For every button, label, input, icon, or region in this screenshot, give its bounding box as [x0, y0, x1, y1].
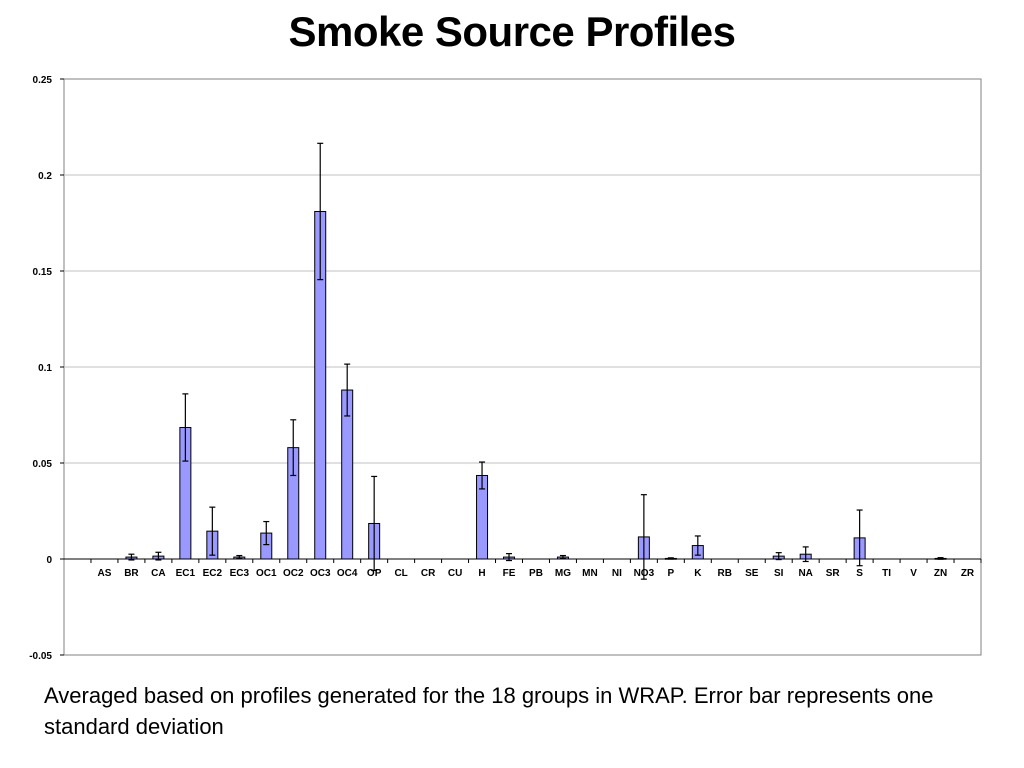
x-tick-label: CR	[421, 568, 436, 579]
x-tick-label: AS	[98, 568, 112, 579]
y-tick-label: 0.15	[33, 267, 53, 278]
x-tick-label: RB	[718, 568, 732, 579]
x-tick-label: ZN	[934, 568, 947, 579]
error-bar-ca	[155, 551, 162, 561]
x-tick-label: SE	[745, 568, 759, 579]
y-tick-label: 0.1	[38, 363, 52, 374]
error-bar-ec2	[209, 506, 216, 556]
error-bar-s	[856, 509, 863, 567]
x-tick-label: CA	[151, 568, 165, 579]
x-tick-label: H	[478, 568, 485, 579]
y-tick-label: 0.2	[38, 171, 52, 182]
error-bar-op	[371, 475, 378, 572]
x-tick-label: BR	[124, 568, 139, 579]
error-bar-zn	[937, 557, 944, 560]
error-bar-oc4	[344, 363, 351, 417]
x-tick-label: EC1	[176, 568, 196, 579]
x-tick-label: S	[856, 568, 863, 579]
error-bar-mg	[559, 554, 566, 560]
x-tick-label: PB	[529, 568, 543, 579]
error-bar-no3	[640, 494, 647, 580]
error-bar-na	[802, 546, 809, 563]
error-bar-ec1	[182, 393, 189, 462]
error-bar-p	[667, 557, 674, 560]
x-tick-label: OC4	[337, 568, 358, 579]
error-bar-fe	[506, 553, 513, 562]
x-tick-label: V	[910, 568, 917, 579]
x-tick-label: OC1	[256, 568, 277, 579]
x-tick-label: NI	[612, 568, 622, 579]
x-tick-label: K	[694, 568, 702, 579]
x-tick-label: OC2	[283, 568, 304, 579]
error-bar-si	[775, 552, 782, 561]
y-axis: -0.05 0 0.05 0.1 0.15 0.2 0.25	[29, 75, 64, 662]
error-bar-oc2	[290, 419, 297, 477]
bar-chart: -0.05 0 0.05 0.1 0.15 0.2 0.25 AS BR CA EC1 EC2 EC3…	[29, 75, 982, 662]
x-tick-label: OP	[367, 568, 382, 579]
y-tick-label: -0.05	[29, 651, 52, 662]
x-tick-label: SI	[774, 568, 784, 579]
x-tick-label: CL	[394, 568, 407, 579]
error-bar-ec3	[236, 554, 243, 560]
x-tick-label: NO3	[634, 568, 655, 579]
y-tick-label: 0.05	[33, 459, 53, 470]
gridlines	[64, 174, 981, 464]
x-tick-label: SR	[826, 568, 841, 579]
x-tick-label: EC3	[230, 568, 250, 579]
x-tick-label: MG	[555, 568, 571, 579]
y-tick-label: 0	[46, 555, 52, 566]
error-bar-k	[694, 535, 701, 556]
bars	[73, 142, 972, 580]
x-tick-label: FE	[503, 568, 516, 579]
x-tick-label: MN	[582, 568, 598, 579]
x-tick-label: CU	[448, 568, 462, 579]
x-tick-label: ZR	[961, 568, 975, 579]
x-tick-label: TI	[882, 568, 891, 579]
error-bar-oc1	[263, 520, 270, 546]
error-bar-oc3	[317, 142, 324, 281]
error-bar-h	[479, 461, 486, 490]
x-tick-label: EC2	[203, 568, 223, 579]
error-bar-br	[128, 553, 135, 561]
x-tick-label: NA	[798, 568, 812, 579]
y-tick-label: 0.25	[33, 75, 53, 86]
x-axis-labels: AS BR CA EC1 EC2 EC3 OC1 OC2 OC3 OC4 OP CL CR CU H FE PB…	[90, 559, 982, 579]
x-tick-label: P	[668, 568, 675, 579]
chart-title: Smoke Source Profiles	[288, 8, 736, 55]
chart-caption: Averaged based on profiles generated for…	[44, 683, 934, 739]
x-tick-label: OC3	[310, 568, 331, 579]
